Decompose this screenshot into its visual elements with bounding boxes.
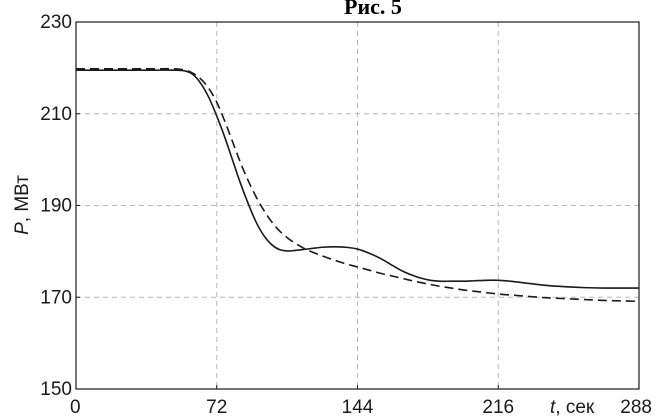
y-axis-unit: , МВт <box>12 175 33 222</box>
x-axis-unit: , сек <box>555 397 595 417</box>
x-tick-label-0: 0 <box>70 397 81 417</box>
y-tick-label-230: 230 <box>40 12 72 33</box>
x-tick-label-72: 72 <box>206 397 227 417</box>
figure-title: Рис. 5 <box>344 0 402 19</box>
x-axis-var: t <box>550 397 556 417</box>
grid-layer <box>76 22 639 389</box>
lines-layer <box>75 67 640 303</box>
x-axis-label: t, сек <box>550 397 595 417</box>
y-tick-label-170: 170 <box>40 287 72 308</box>
series-line-dashed <box>76 67 640 303</box>
tick-labels: 150 170 190 210 230 0 72 144 216 288 <box>40 12 652 417</box>
x-tick-label-288: 288 <box>620 397 652 417</box>
y-tick-label-150: 150 <box>40 379 72 400</box>
y-tick-label-210: 210 <box>40 104 72 125</box>
series-line-solid <box>75 69 639 289</box>
y-tick-label-190: 190 <box>40 196 72 217</box>
y-axis-var: P <box>12 222 33 235</box>
x-tick-label-144: 144 <box>342 397 374 417</box>
y-axis-label: P, МВт <box>12 175 33 235</box>
x-tick-label-216: 216 <box>482 397 514 417</box>
